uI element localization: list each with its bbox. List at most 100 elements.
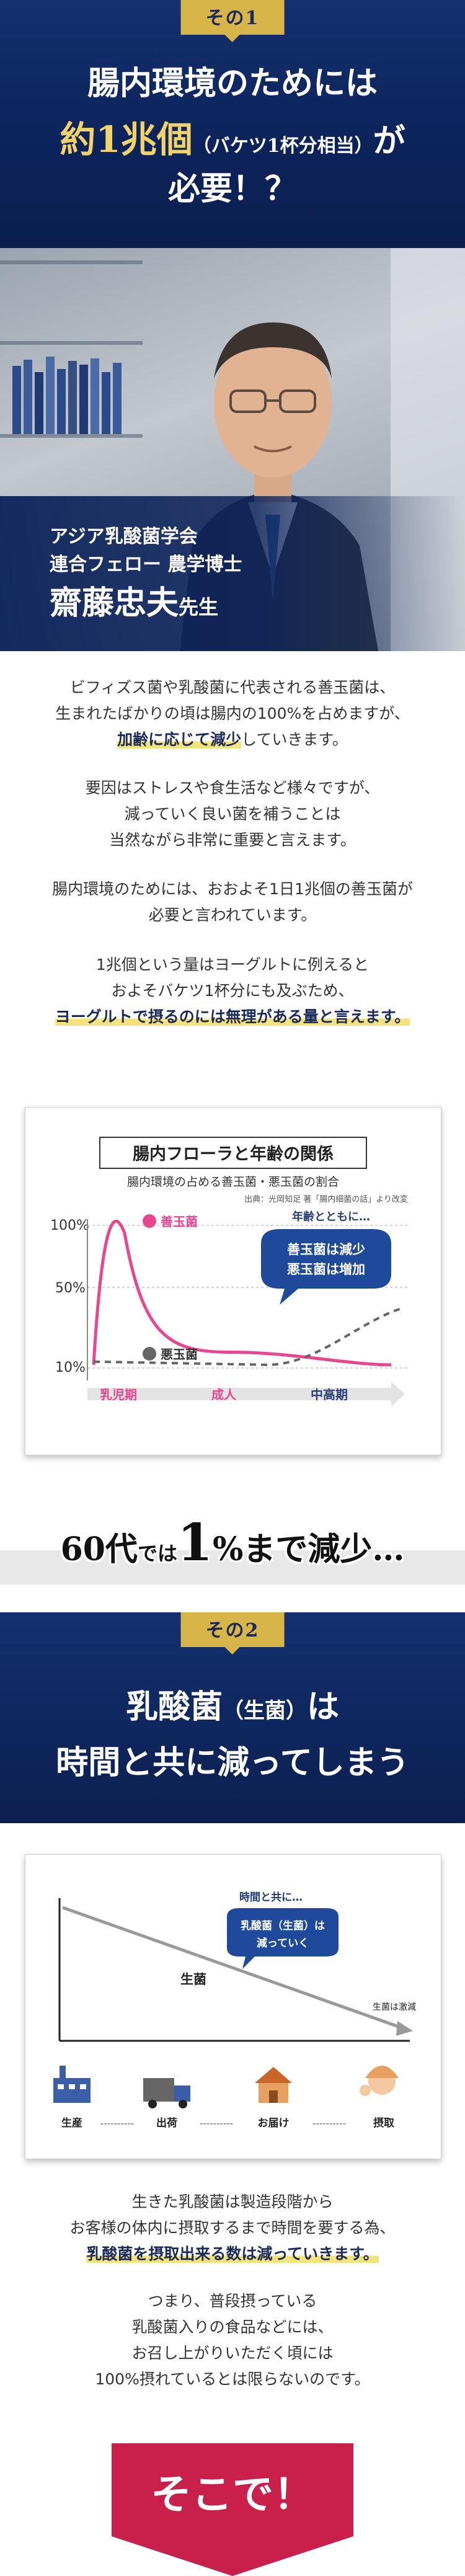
text-line: 加齢に応じて減少していきます。 [117,731,348,748]
chart-subtitle: 腸内環境の占める善玉菌・悪玉菌の割合 [127,1175,339,1189]
text-line: ヨーグルトで摂るのには無理がある量と言えます。 [0,1004,465,1030]
section2-tab: その2 [180,1612,285,1654]
good-label: 善玉菌 [161,1214,198,1229]
section2-header: その2 乳酸菌（生菌）は 時間と共に減ってしまう [0,1612,465,1823]
section2-headline-line2: 時間と共に減ってしまう [56,1744,409,1782]
shelf [0,260,143,264]
line-arrowhead [396,2021,413,2036]
paragraph-5: 生きた乳酸菌は製造段階から お客様の体内に摂取するまで時間を要する為、 乳酸菌を… [0,2189,465,2267]
paragraph-2: 要因はストレスや食生活など様々ですが、 減っていく良い菌を補うことは 当然ながら… [0,775,465,853]
decline-banner: 60代では1%まで減少… [0,1495,465,1594]
step-dashes: ---------- [200,2118,233,2129]
age-note: 年齢とともに… [292,1210,370,1224]
cta-text: そこで！ [151,2470,314,2518]
paragraph-1: ビフィズス菌や乳酸菌に代表される善玉菌は、 生まれたばかりの頃は腸内の100%を… [0,675,465,753]
shelf [0,434,143,438]
lactic-acid-decline-chart: 生菌 時間と共に… 乳酸菌（生菌）は 減っていく 生菌は激減 [25,1854,441,2159]
section2-headline-line1: 乳酸菌（生菌）は [125,1688,340,1726]
profile-name: 齋藤忠夫 [50,584,179,622]
bubble-line2: 減っていく [257,1937,309,1950]
chart-title: 腸内フローラと年齢の関係 [133,1144,334,1164]
flora-chart-svg: 腸内フローラと年齢の関係 腸内環境の占める善玉菌・悪玉菌の割合 出典：光岡知足 … [50,1137,410,1406]
banner-band [0,1550,465,1584]
text-line: お客様の体内に摂取するまで時間を要する為、 [69,2219,396,2237]
y-tick-10: 10% [55,1360,86,1375]
good-bacteria-icon [143,1214,156,1228]
cta-shape [112,2443,353,2576]
paragraph-6: つまり、普段摂っている 乳酸菌入りの食品などには、 お召し上がりいただく頃には … [0,2288,465,2392]
age-arrow [87,1382,405,1406]
text-line: およそバケツ1杯分にも及ぶため、 [111,982,354,1000]
text-line: 1兆個という量はヨーグルトに例えると [95,956,370,974]
text-line: 要因はストレスや食生活など様々ですが、 [85,779,380,797]
step-label: 生産 [61,2116,82,2130]
section1-tab: その1 [180,0,285,42]
section1-headline-line3: 必要！？ [167,170,297,208]
text-line: 生きた乳酸菌は製造段階から [131,2193,334,2211]
step-label: 出荷 [156,2116,177,2130]
bad-label: 悪玉菌 [161,1347,198,1362]
highlight-text: ヨーグルトで摂るのには無理がある量と言えます。 [55,1008,410,1026]
text-line: 当然ながら非常に重要と言えます。 [109,831,356,849]
y-tick-50: 50% [55,1281,86,1296]
paragraph-4: 1兆個という量はヨーグルトに例えると およそバケツ1杯分にも及ぶため、 ヨーグル… [0,952,465,1030]
stage-label: 乳児期 [100,1387,137,1402]
house-icon [255,2067,292,2103]
bubble-line2: 悪玉菌は増加 [287,1262,365,1277]
step-label: お届け [258,2117,290,2130]
chart-title-box [99,1137,367,1169]
good-bacteria-line [92,1219,392,1367]
profile-title: 連合フェロー 農学博士 [50,554,242,575]
text-line: 生まれたばかりの頃は腸内の100%を占めますが、 [55,704,410,722]
chart-source: 出典：光岡知足 著「腸内細菌の話」より改変 [244,1194,408,1204]
truck-icon [143,2078,190,2108]
step-dashes: ---------- [312,2118,346,2129]
profile-name-line: 齋藤忠夫先生 [50,577,218,623]
speech-bubble [227,1908,339,1969]
headline-paren: （バケツ1杯分相当） [192,135,373,157]
time-note: 時間と共に… [239,1891,303,1904]
bad-bacteria-line [93,1306,404,1366]
stage-label: 中高期 [311,1387,348,1402]
banner-text: 60代では1%まで減少… [60,1513,405,1573]
end-label: 生菌は激減 [373,2002,416,2012]
text-line: ビフィズス菌や乳酸菌に代表される善玉菌は、 [69,678,396,696]
text-line: 減っていく良い菌を補うことは [124,805,341,823]
bubble-line1: 乳酸菌（生菌）は [241,1919,325,1932]
section1-header: その1 腸内環境のためには 約1兆個（バケツ1杯分相当）が 必要！？ [0,0,465,248]
speech-bubble [261,1229,391,1305]
section1-headline-line2: 約1兆個（バケツ1杯分相当）が [0,110,465,162]
text-line: 乳酸菌を摂取出来る数は減っていきます。 [0,2241,465,2267]
step-dashes: ---------- [100,2118,134,2129]
headline-highlight: 約1兆個 [60,118,193,161]
bad-bacteria-icon [143,1347,156,1361]
intestinal-flora-chart: 腸内フローラと年齢の関係 腸内環境の占める善玉菌・悪玉菌の割合 出典：光岡知足 … [25,1107,441,1455]
y-tick-100: 100% [50,1218,89,1233]
text-line: お召し上がりいただく頃には [131,2344,334,2362]
profile-caption: アジア乳酸菌学会 連合フェロー 農学博士 齋藤忠夫先生 [0,496,465,651]
highlight-text: 加齢に応じて減少 [117,731,242,748]
highlight-text: 乳酸菌を摂取出来る数は減っていきます。 [86,2245,379,2263]
decline-chart-svg: 生菌 時間と共に… 乳酸菌（生菌）は 減っていく 生菌は激減 [53,1891,416,2130]
section1-headline-line1: 腸内環境のためには [87,64,378,102]
text-line: 腸内環境のためには、おおよそ1日1兆個の善玉菌が [52,880,413,898]
cta-banner: そこで！ [112,2443,353,2576]
headline-ga: が [373,122,405,160]
text-line: 乳酸菌入りの食品などには、 [131,2318,334,2336]
profile-affiliation: アジア乳酸菌学会 [50,526,198,548]
books [12,347,136,434]
text-line: つまり、普段摂っている [148,2292,317,2310]
step-label: 摂取 [373,2116,394,2130]
live-bacteria-line [62,1906,404,2030]
stage-label: 成人 [211,1387,237,1402]
factory-icon [53,2066,91,2103]
line-label: 生菌 [180,1972,206,1987]
profile-honorific: 先生 [179,595,219,619]
shelf [0,341,143,345]
person-eating-icon [360,2066,399,2096]
paragraph-3: 腸内環境のためには、おおよそ1日1兆個の善玉菌が 必要と言われています。 [0,876,465,928]
text-line: 必要と言われています。 [148,906,317,924]
text-line: 100%摂れているとは限らないのです。 [95,2370,370,2388]
bubble-line1: 善玉菌は減少 [287,1242,365,1257]
